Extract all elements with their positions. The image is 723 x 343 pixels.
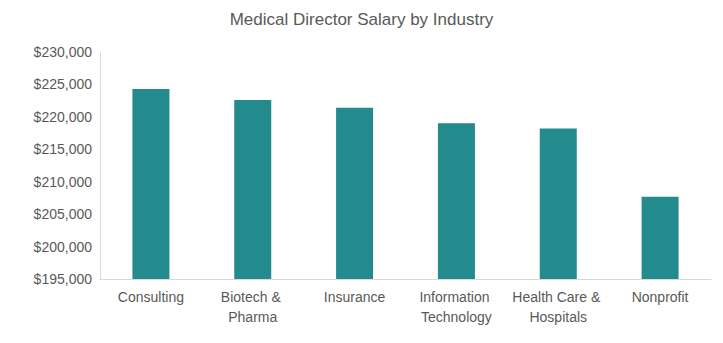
svg-text:Pharma: Pharma [228, 309, 277, 325]
svg-text:Consulting: Consulting [118, 289, 184, 305]
svg-text:$215,000: $215,000 [34, 141, 93, 157]
svg-text:Hospitals: Hospitals [529, 309, 587, 325]
svg-text:Nonprofit: Nonprofit [632, 289, 689, 305]
svg-text:Insurance: Insurance [324, 289, 386, 305]
svg-text:Medical Director Salary by Ind: Medical Director Salary by Industry [230, 10, 494, 29]
svg-text:Biotech &: Biotech & [221, 289, 285, 305]
svg-text:$200,000: $200,000 [34, 239, 93, 255]
svg-text:Health Care &: Health Care & [512, 289, 604, 305]
svg-text:$230,000: $230,000 [34, 44, 93, 60]
svg-text:Information: Information [419, 289, 493, 305]
svg-text:$220,000: $220,000 [34, 109, 93, 125]
svg-text:$225,000: $225,000 [34, 76, 93, 92]
svg-text:$205,000: $205,000 [34, 206, 93, 222]
svg-text:$195,000: $195,000 [34, 271, 93, 287]
svg-text:$210,000: $210,000 [34, 174, 93, 190]
svg-text:Technology: Technology [421, 309, 492, 325]
